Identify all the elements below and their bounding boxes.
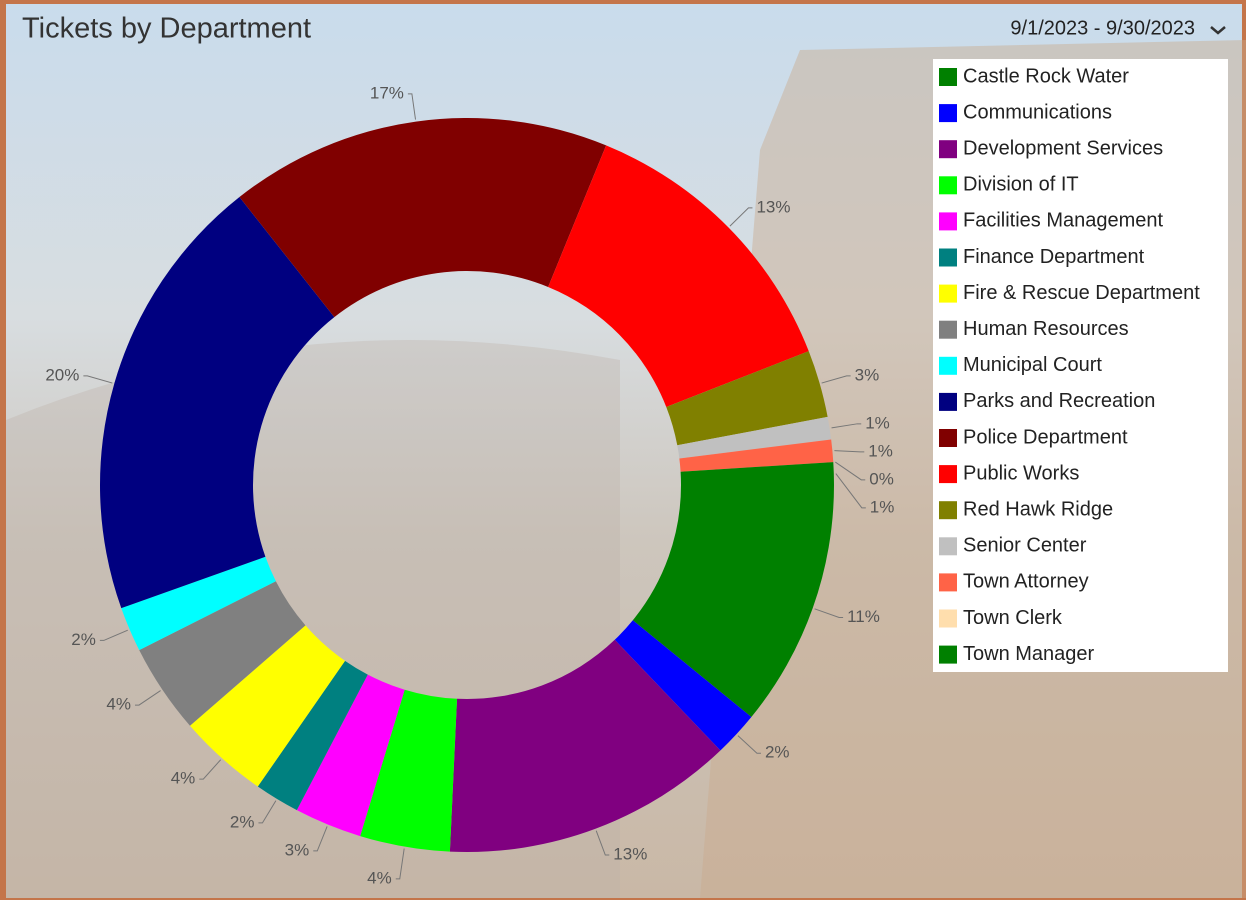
donut-slice xyxy=(99,197,335,609)
donut-slice xyxy=(239,118,607,318)
legend-label: Town Attorney xyxy=(963,571,1089,593)
legend-swatch xyxy=(939,140,957,159)
legend-label: Police Department xyxy=(963,426,1128,448)
data-label: 11% xyxy=(847,607,880,626)
data-label: 2% xyxy=(230,812,255,831)
leader-line xyxy=(83,375,113,384)
donut-slice xyxy=(121,556,276,651)
leader-line xyxy=(814,608,844,619)
dropdown-chevron[interactable] xyxy=(1210,26,1226,35)
data-label: 13% xyxy=(613,844,647,863)
data-label: 1% xyxy=(865,413,890,432)
legend-swatch xyxy=(939,645,957,664)
leader-line xyxy=(729,207,753,227)
legend-swatch xyxy=(939,176,957,195)
legend-swatch xyxy=(939,248,957,267)
donut-slice xyxy=(677,416,832,459)
data-label: 4% xyxy=(171,769,196,788)
legend-swatch xyxy=(939,212,957,231)
donut-slice xyxy=(449,639,721,852)
data-label: 20% xyxy=(45,365,79,384)
leader-line xyxy=(99,629,128,641)
leader-line xyxy=(831,423,862,429)
legend-swatch xyxy=(939,429,957,447)
legend-swatch xyxy=(939,537,957,556)
legend-label: Fire & Rescue Department xyxy=(963,282,1200,304)
data-label: 2% xyxy=(71,630,96,649)
data-label: 2% xyxy=(765,743,790,762)
data-label: 3% xyxy=(285,840,310,859)
legend-swatch xyxy=(939,573,957,592)
leader-line xyxy=(313,826,328,852)
donut-slice xyxy=(614,620,752,751)
leader-line xyxy=(835,473,866,509)
donut-slice xyxy=(680,462,834,485)
legend-label: Town Clerk xyxy=(963,607,1063,629)
legend-swatch xyxy=(939,501,957,520)
leader-line xyxy=(258,800,277,824)
donut-slice xyxy=(666,351,828,446)
legend-box xyxy=(933,59,1228,672)
legend-label: Red Hawk Ridge xyxy=(963,498,1113,520)
data-label: 3% xyxy=(855,365,880,384)
data-label: 0% xyxy=(869,469,894,488)
data-label: 1% xyxy=(870,497,895,516)
data-label: 4% xyxy=(367,868,392,887)
leader-line xyxy=(835,461,866,481)
donut-slice xyxy=(548,145,809,407)
legend-label: Human Resources xyxy=(963,318,1129,340)
donut-slice xyxy=(257,660,368,811)
legend-label: Finance Department xyxy=(963,246,1145,268)
donut-slice xyxy=(189,625,346,787)
donut-slice xyxy=(360,689,458,852)
legend-label: Parks and Recreation xyxy=(963,390,1155,412)
data-label: 4% xyxy=(106,695,131,714)
leader-line xyxy=(737,735,761,754)
donut-slice xyxy=(632,485,834,717)
legend-label: Town Manager xyxy=(963,643,1095,665)
donut-slice xyxy=(296,674,405,837)
legend-swatch xyxy=(939,104,957,123)
leader-line xyxy=(395,848,405,880)
donut-slice xyxy=(679,439,834,472)
legend-label: Development Services xyxy=(963,137,1163,159)
donut-slice xyxy=(139,581,306,726)
legend-swatch xyxy=(939,284,957,303)
legend-swatch xyxy=(939,392,957,411)
legend-label: Municipal Court xyxy=(963,354,1102,376)
data-label: 13% xyxy=(756,197,790,216)
date-range[interactable]: 9/1/2023 - 9/30/2023 xyxy=(1010,17,1195,39)
legend-label: Castle Rock Water xyxy=(963,65,1129,87)
legend-swatch xyxy=(939,320,957,339)
leader-line xyxy=(134,690,161,706)
legend-swatch xyxy=(939,465,957,484)
leader-line xyxy=(834,450,865,453)
legend-swatch xyxy=(939,356,957,375)
legend-swatch xyxy=(939,609,957,628)
leader-line xyxy=(821,375,851,384)
leader-line xyxy=(595,830,610,856)
legend-label: Public Works xyxy=(963,462,1079,484)
leader-line xyxy=(407,93,417,120)
legend-label: Senior Center xyxy=(963,535,1087,557)
legend-label: Communications xyxy=(963,101,1112,123)
leader-line xyxy=(199,759,222,780)
legend-label: Division of IT xyxy=(963,174,1079,196)
data-label: 1% xyxy=(868,441,893,460)
legend-swatch xyxy=(939,68,957,86)
data-label: 17% xyxy=(370,83,404,102)
legend-label: Facilities Management xyxy=(963,210,1164,232)
chart-title: Tickets by Department xyxy=(22,13,311,45)
